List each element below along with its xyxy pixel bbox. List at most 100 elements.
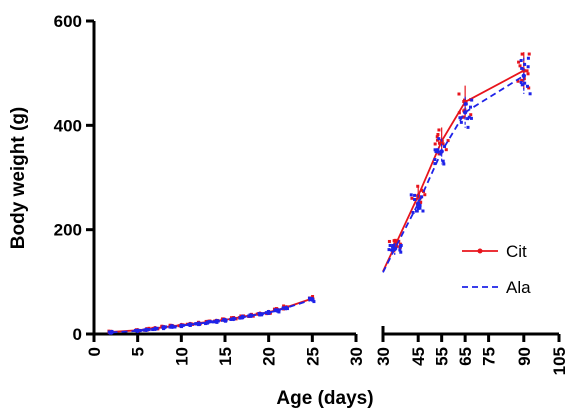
x-tick-label: 90 (515, 347, 534, 366)
replicate-point (525, 84, 529, 88)
series-line-cit (382, 69, 525, 272)
replicate-point (173, 325, 177, 329)
data-point (439, 149, 444, 154)
replicate-point (464, 102, 468, 106)
data-point (462, 110, 468, 115)
replicate-point (517, 60, 521, 64)
replicate-point (466, 125, 470, 129)
x-tick-label: 20 (260, 347, 279, 366)
replicate-point (443, 144, 447, 148)
replicate-point (526, 56, 530, 60)
replicate-point (437, 128, 441, 132)
replicate-point (229, 317, 233, 321)
replicate-point (312, 300, 316, 304)
replicate-point (444, 148, 448, 152)
y-tick-label: 200 (54, 221, 82, 240)
replicate-point (142, 328, 146, 332)
replicate-point (435, 135, 439, 139)
x-tick-label: 55 (433, 347, 452, 366)
replicate-point (229, 316, 233, 320)
replicate-point (194, 322, 198, 326)
replicate-point (519, 58, 523, 62)
data-point (275, 308, 280, 313)
legend-label-ala: Ala (506, 278, 531, 297)
replicate-point (523, 81, 527, 85)
replicate-point (436, 150, 440, 154)
replicate-point (516, 79, 520, 83)
replicate-point (147, 328, 151, 332)
x-tick-label: 65 (456, 347, 475, 366)
replicate-point (387, 239, 391, 243)
replicate-point (418, 206, 422, 210)
replicate-point (273, 309, 277, 313)
replicate-point (264, 311, 268, 315)
x-tick-label: 75 (480, 347, 499, 366)
replicate-point (520, 78, 524, 82)
data-point (196, 321, 201, 326)
replicate-point (469, 116, 473, 120)
replicate-point (204, 322, 208, 326)
x-tick-label: 5 (129, 347, 148, 356)
x-tick-label: 25 (303, 347, 322, 366)
replicate-point (416, 184, 420, 188)
replicate-point (435, 138, 439, 142)
replicate-point (457, 111, 461, 115)
replicate-point (208, 319, 212, 323)
replicate-point (151, 328, 155, 332)
data-point (205, 320, 210, 325)
series-line-cit (111, 297, 313, 333)
replicate-point (133, 328, 137, 332)
replicate-point (437, 152, 441, 156)
x-tick-label: 30 (374, 347, 393, 366)
replicate-point (419, 200, 423, 204)
replicate-point (470, 98, 474, 102)
replicate-point (520, 66, 524, 70)
data-point (161, 325, 167, 330)
replicate-point (462, 115, 466, 119)
data-point (249, 313, 254, 318)
replicate-point (523, 62, 527, 66)
replicate-point (388, 243, 392, 247)
replicate-point (421, 209, 425, 213)
replicate-point (168, 325, 172, 329)
replicate-point (415, 209, 419, 213)
data-point (283, 305, 289, 311)
data-point (222, 318, 228, 323)
data-point (187, 322, 193, 327)
data-point (266, 310, 271, 315)
y-axis-title: Body weight (g) (8, 107, 29, 249)
replicate-point (395, 240, 399, 244)
data-point (416, 201, 421, 206)
y-tick-label: 600 (54, 12, 82, 31)
replicate-point (467, 115, 471, 119)
replicate-point (434, 150, 438, 154)
x-tick-label: 45 (409, 347, 428, 366)
replicate-point (282, 304, 286, 308)
replicate-point (518, 64, 522, 68)
replicate-point (446, 139, 450, 143)
replicate-point (527, 52, 531, 56)
x-axis-title: Age (days) (276, 388, 373, 409)
replicate-point (468, 105, 472, 109)
replicate-point (211, 320, 215, 324)
data-point (109, 330, 114, 335)
data-point (521, 73, 526, 78)
replicate-point (441, 142, 445, 146)
x-tick-label: 30 (347, 347, 366, 366)
data-point (135, 328, 140, 334)
replicate-point (433, 142, 437, 146)
replicate-point (520, 83, 524, 87)
x-tick-label: 105 (550, 347, 566, 375)
data-point (179, 323, 184, 328)
replicate-point (433, 162, 437, 166)
legend: Cit Ala (462, 242, 531, 297)
replicate-point (526, 72, 530, 76)
replicate-point (457, 92, 461, 96)
legend-label-cit: Cit (506, 242, 527, 261)
replicate-point (520, 52, 524, 56)
replicate-point (398, 248, 402, 252)
series-ala (107, 56, 532, 335)
replicate-point (528, 92, 532, 96)
replicate-point (390, 248, 394, 252)
